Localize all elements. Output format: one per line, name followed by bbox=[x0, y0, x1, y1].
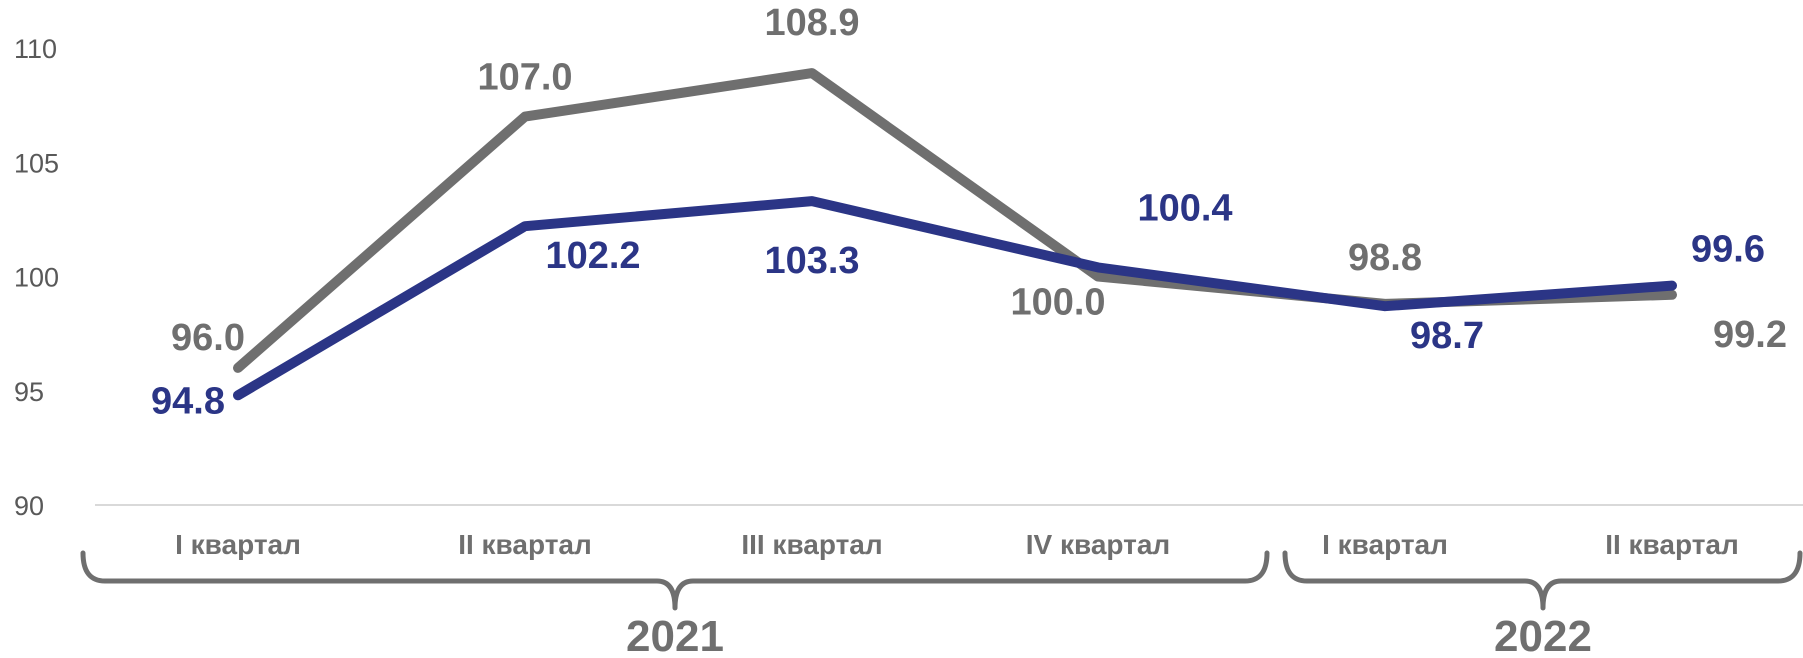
series-2-line bbox=[233, 196, 1677, 401]
series-1-data-label: 98.8 bbox=[1348, 237, 1422, 279]
series-2-data-label: 94.8 bbox=[151, 380, 225, 422]
x-tick-label: I квартал bbox=[1322, 529, 1448, 560]
year-label: 2021 bbox=[626, 612, 724, 658]
x-tick-label: IV квартал bbox=[1026, 529, 1170, 560]
y-tick-label: 105 bbox=[14, 148, 59, 178]
series-2-data-label: 98.7 bbox=[1410, 315, 1484, 357]
data-labels: 96.0 107.0 108.9 100.0 98.8 99.2 94.8 102.2 103.… bbox=[151, 2, 1787, 422]
y-tick-label: 90 bbox=[14, 491, 44, 521]
series-2-data-label: 102.2 bbox=[545, 235, 640, 277]
series-1-data-label: 108.9 bbox=[764, 2, 859, 44]
series-lines bbox=[233, 68, 1677, 401]
series-1-data-label: 99.2 bbox=[1713, 314, 1787, 356]
y-tick-label: 100 bbox=[14, 263, 59, 293]
series-2-data-label: 99.6 bbox=[1691, 229, 1765, 271]
x-tick-label: I квартал bbox=[175, 529, 301, 560]
series-2-data-label: 100.4 bbox=[1137, 187, 1232, 229]
year-label: 2022 bbox=[1494, 612, 1592, 658]
series-2-data-label: 103.3 bbox=[764, 240, 859, 282]
x-tick-label: II квартал bbox=[458, 529, 592, 560]
x-axis-ticks: I квартал II квартал III квартал IV квартал… bbox=[175, 529, 1739, 560]
y-tick-label: 95 bbox=[14, 377, 44, 407]
x-tick-label: III квартал bbox=[741, 529, 882, 560]
series-1-data-label: 107.0 bbox=[477, 57, 572, 99]
y-axis-ticks: 90 95 100 105 110 bbox=[14, 34, 59, 521]
x-tick-label: II квартал bbox=[1605, 529, 1739, 560]
year-group-braces: 2021 2022 bbox=[80, 550, 1803, 658]
year-brace bbox=[80, 550, 1270, 611]
year-brace bbox=[1282, 550, 1803, 611]
y-tick-label: 110 bbox=[14, 34, 57, 64]
series-1-data-label: 96.0 bbox=[171, 317, 245, 359]
series-1-data-label: 100.0 bbox=[1010, 282, 1105, 324]
